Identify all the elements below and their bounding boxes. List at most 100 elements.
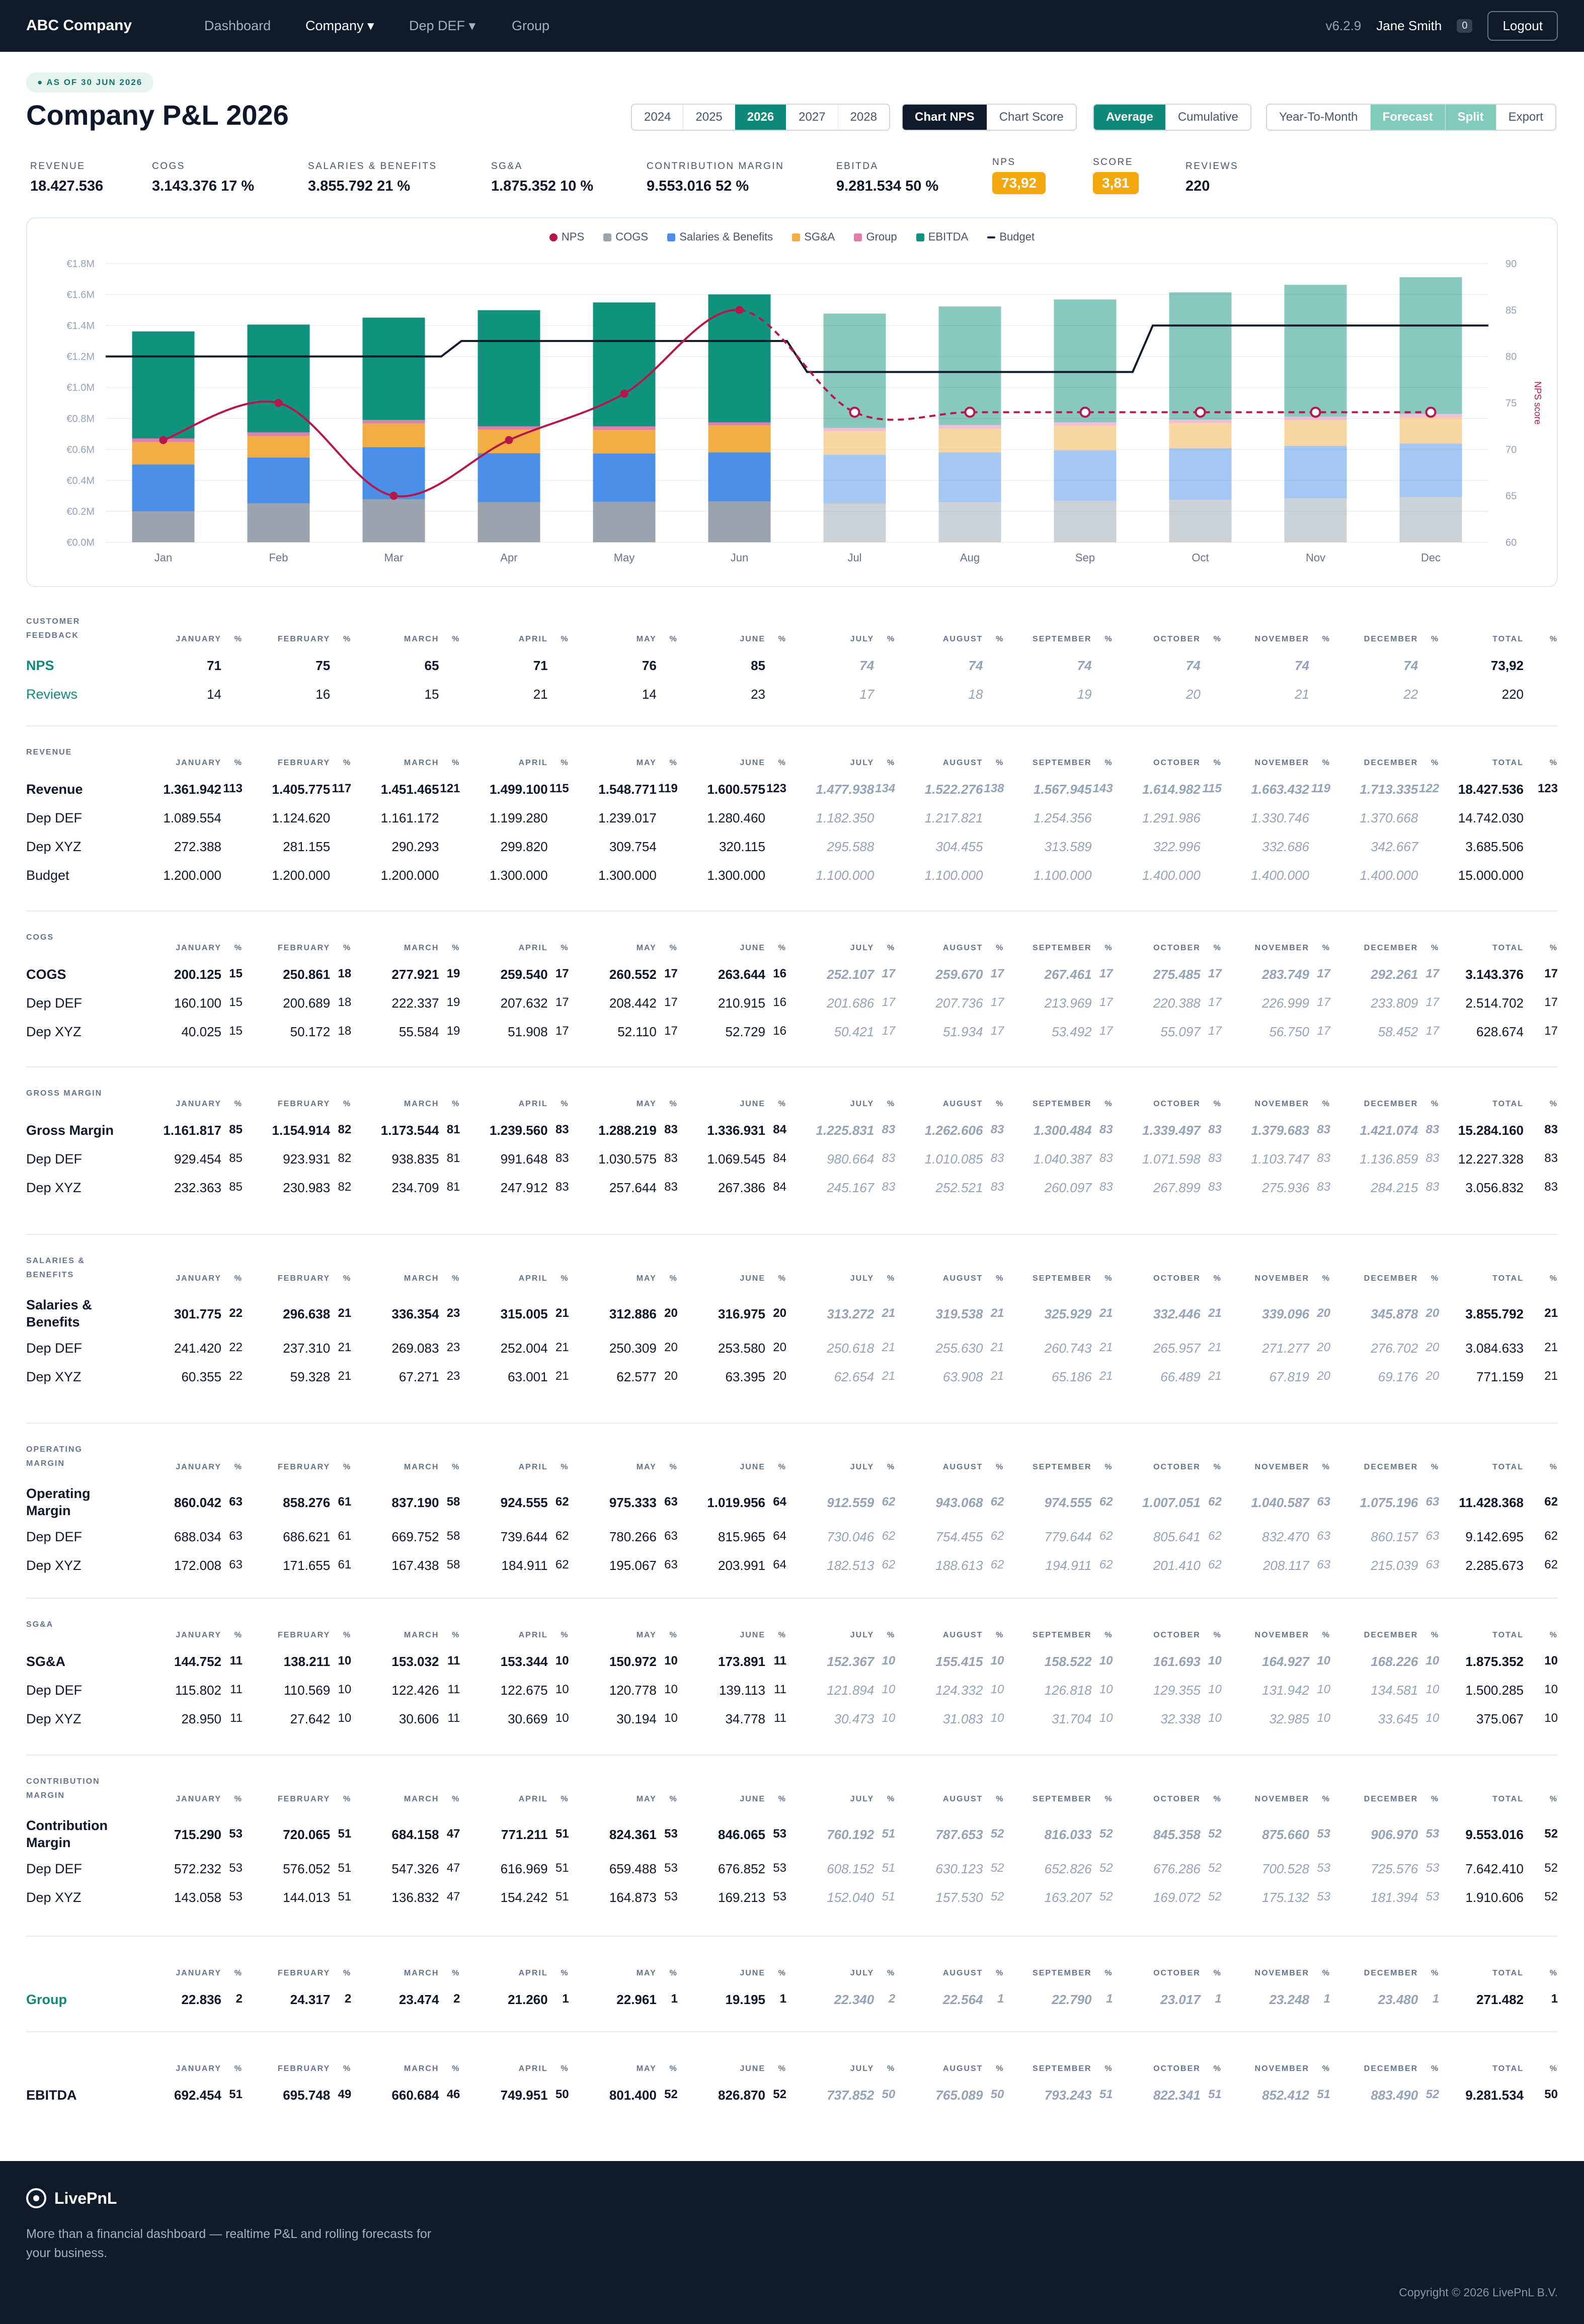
row-label[interactable]: SG&A <box>26 1654 66 1669</box>
section-divider <box>26 1234 1558 1235</box>
logout-button[interactable]: Logout <box>1487 11 1558 41</box>
pct-cell: 10 <box>1208 1711 1222 1725</box>
column-header: NOVEMBER <box>1254 635 1309 643</box>
pct-cell: 17 <box>1099 995 1113 1009</box>
value-cell: 250.309 <box>609 1341 657 1356</box>
value-cell: 71 <box>207 658 221 673</box>
row-label[interactable]: Revenue <box>26 782 83 797</box>
row-label[interactable]: Dep XYZ <box>26 1558 82 1573</box>
row-label[interactable]: Dep XYZ <box>26 1711 82 1726</box>
value-cell: 1.400.000 <box>1142 868 1201 883</box>
average-button[interactable]: Average <box>1094 105 1166 130</box>
row-label[interactable]: Dep XYZ <box>26 1890 82 1905</box>
row-label[interactable]: Group <box>26 1992 67 2007</box>
row-label[interactable]: Dep DEF <box>26 810 83 825</box>
kpi-value: 220 <box>1185 178 1210 194</box>
pct-cell: 11 <box>447 1683 460 1696</box>
row-label[interactable]: Budget <box>26 868 69 883</box>
value-cell: 255.630 <box>935 1341 983 1356</box>
legend-budget[interactable]: Budget <box>987 230 1035 243</box>
pct-cell: 17 <box>1208 1024 1222 1038</box>
legend-nps[interactable]: NPS <box>549 230 584 243</box>
row-label[interactable]: Operating Margin <box>26 1486 91 1518</box>
kpi-label: NPS <box>992 157 1016 168</box>
value-cell: 1.300.484 <box>1033 1123 1092 1138</box>
row-label[interactable]: Salaries & Benefits <box>26 1297 92 1330</box>
pct-cell: 62 <box>555 1495 569 1509</box>
row-label[interactable]: Contribution Margin <box>26 1818 108 1850</box>
nav-dep-def[interactable]: Dep DEF ▾ <box>409 18 476 33</box>
row-label[interactable]: Dep XYZ <box>26 1369 82 1384</box>
split-button[interactable]: Split <box>1445 105 1496 130</box>
row-label[interactable]: Dep XYZ <box>26 1180 82 1195</box>
cumulative-button[interactable]: Cumulative <box>1177 110 1238 124</box>
footer-logo[interactable]: LivePnL <box>26 2188 117 2208</box>
column-header: % <box>452 944 460 952</box>
value-cell: 271.277 <box>1262 1341 1309 1356</box>
row-label[interactable]: Reviews <box>26 687 78 702</box>
row-label[interactable]: NPS <box>26 658 54 673</box>
pct-cell: 21 <box>1544 1369 1558 1383</box>
pct-cell: 10 <box>990 1654 1004 1668</box>
row-label[interactable]: Dep XYZ <box>26 839 82 854</box>
value-cell: 15 <box>424 687 439 702</box>
row-label[interactable]: Gross Margin <box>26 1123 114 1138</box>
x-tick-label: Aug <box>960 551 980 564</box>
row-label[interactable]: Dep DEF <box>26 1861 83 1876</box>
column-header: % <box>669 635 678 643</box>
x-tick-label: Jul <box>847 551 861 564</box>
value-cell: 1.199.280 <box>489 810 548 825</box>
year-2024[interactable]: 2024 <box>632 105 684 130</box>
year-2026[interactable]: 2026 <box>735 105 787 130</box>
value-cell: 260.097 <box>1044 1180 1092 1195</box>
pct-cell: 10 <box>338 1654 352 1668</box>
value-cell: 195.067 <box>609 1558 657 1573</box>
row-label[interactable]: Dep DEF <box>26 995 83 1011</box>
chart-nps-button[interactable]: Chart NPS <box>903 105 987 130</box>
bar-salaries-benefits-feb <box>247 457 310 504</box>
row-label[interactable]: COGS <box>26 967 66 982</box>
row-label[interactable]: Dep XYZ <box>26 1024 82 1039</box>
row-label[interactable]: Dep DEF <box>26 1151 83 1167</box>
nav-dashboard[interactable]: Dashboard <box>204 18 271 33</box>
brand-logo[interactable]: ABC Company <box>26 17 132 34</box>
notification-badge[interactable]: 0 <box>1457 19 1473 33</box>
row-label[interactable]: EBITDA <box>26 2088 77 2103</box>
chart-score-button[interactable]: Chart Score <box>999 110 1064 124</box>
row-label[interactable]: Dep DEF <box>26 1529 83 1544</box>
pct-cell: 17 <box>882 967 896 980</box>
forecast-button[interactable]: Forecast <box>1370 105 1446 130</box>
legend-sga[interactable]: SG&A <box>792 230 835 243</box>
user-name[interactable]: Jane Smith <box>1376 18 1442 33</box>
year-2028[interactable]: 2028 <box>850 110 877 124</box>
column-header: MAY <box>636 1100 657 1108</box>
column-header: % <box>887 635 896 643</box>
value-cell: 1.910.606 <box>1465 1890 1524 1905</box>
legend-cogs[interactable]: COGS <box>603 230 648 243</box>
column-header: FEBRUARY <box>277 635 331 643</box>
y-tick-label: €1.0M <box>66 382 95 393</box>
nps-point-sep <box>1079 406 1091 418</box>
legend-ebitda[interactable]: EBITDA <box>916 230 968 243</box>
nps-point-nov <box>1310 406 1321 418</box>
nav-group[interactable]: Group <box>512 18 550 33</box>
row-label[interactable]: Dep DEF <box>26 1341 83 1356</box>
value-cell: 1.019.956 <box>707 1495 765 1510</box>
pct-cell: 10 <box>555 1711 569 1725</box>
export-button[interactable]: Export <box>1508 110 1543 124</box>
pct-cell: 121 <box>440 782 460 795</box>
year-2027[interactable]: 2027 <box>786 105 838 130</box>
legend-salaries[interactable]: Salaries & Benefits <box>667 230 773 243</box>
pct-cell: 20 <box>664 1306 678 1320</box>
year-2025[interactable]: 2025 <box>683 105 735 130</box>
bar-sg-a-jul <box>823 431 886 455</box>
value-cell: 1.291.986 <box>1142 810 1201 825</box>
ytm-button[interactable]: Year-To-Month <box>1267 105 1371 130</box>
pct-cell: 52 <box>990 1861 1004 1875</box>
row-label[interactable]: Dep DEF <box>26 1683 83 1698</box>
pct-cell: 10 <box>664 1683 678 1696</box>
column-header: OCTOBER <box>1153 1463 1201 1471</box>
legend-group[interactable]: Group <box>854 230 897 243</box>
nav-company[interactable]: Company ▾ <box>305 18 374 33</box>
pct-cell: 17 <box>1317 967 1330 980</box>
